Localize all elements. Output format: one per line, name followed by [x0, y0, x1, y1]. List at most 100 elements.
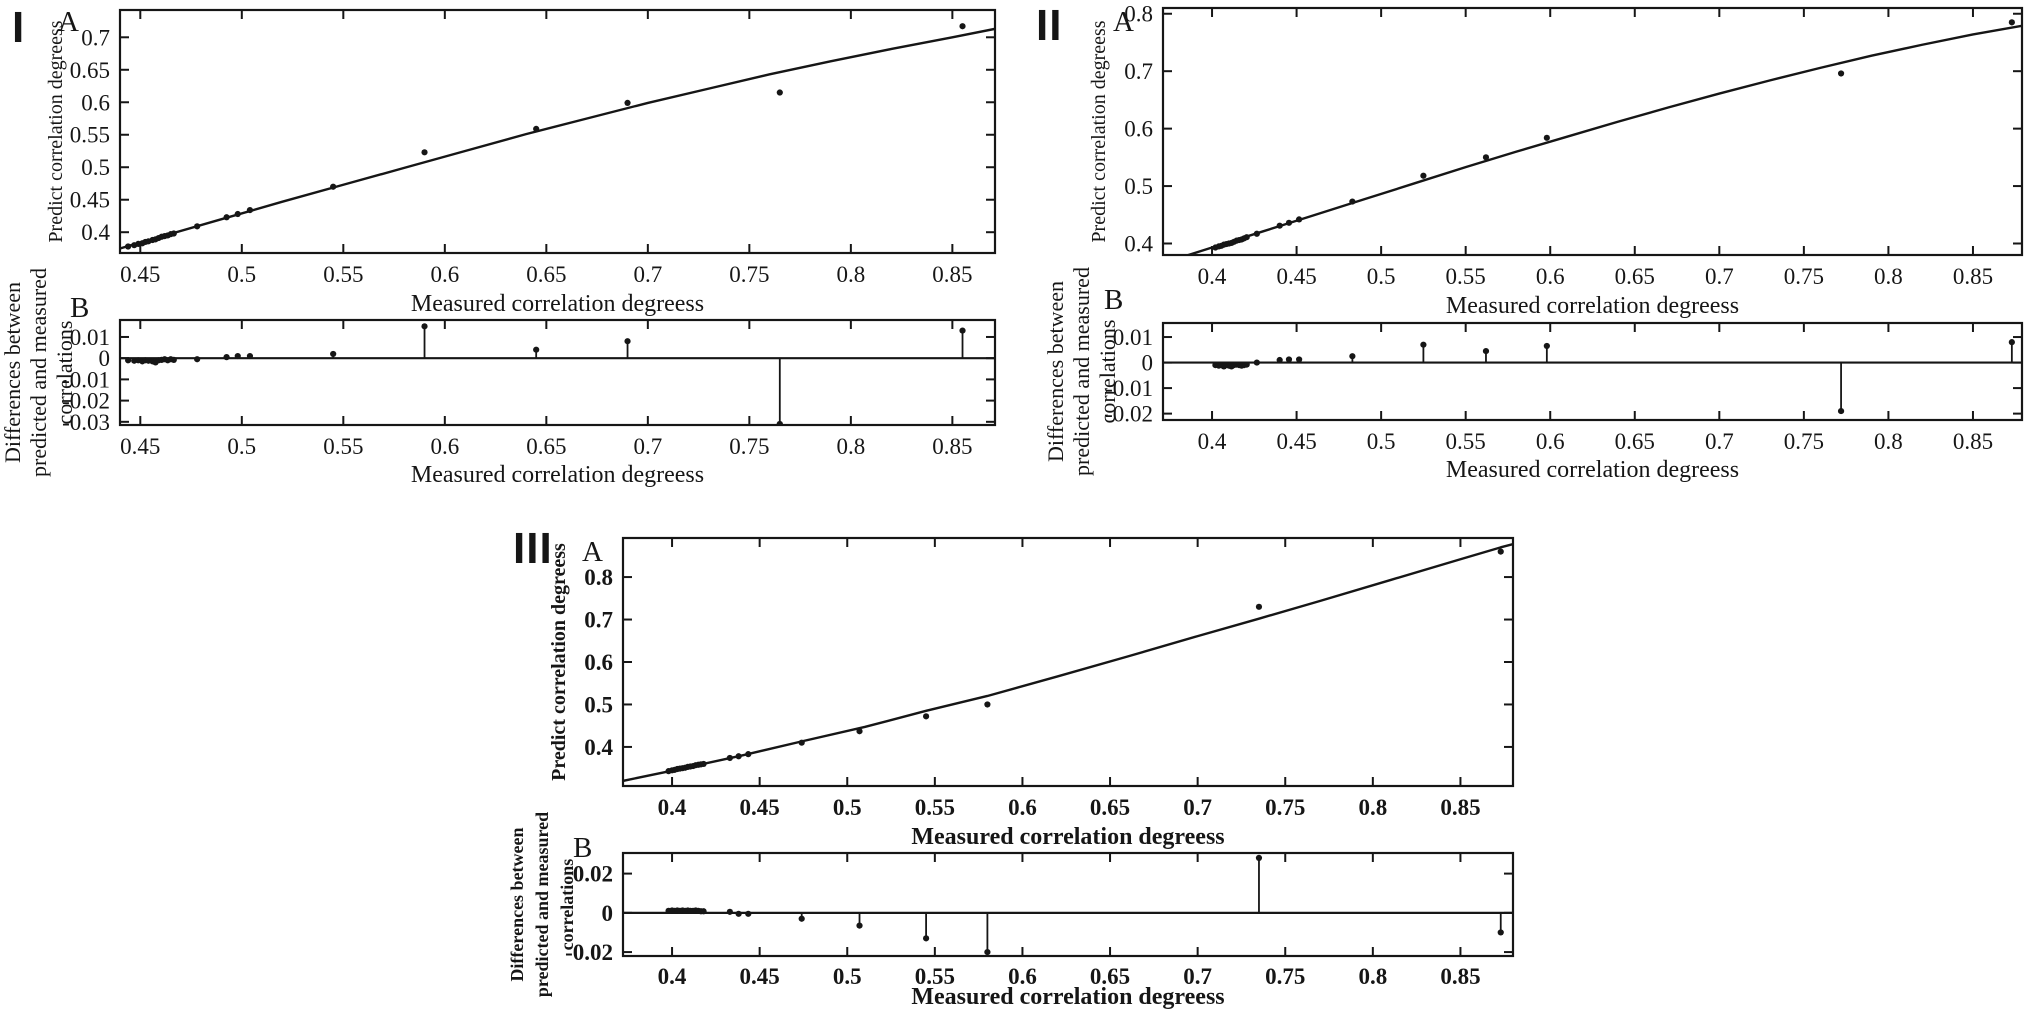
svg-text:correlations: correlations	[52, 321, 77, 425]
svg-text:-0.01: -0.01	[1105, 376, 1153, 401]
svg-text:0.55: 0.55	[323, 434, 363, 459]
svg-text:0.85: 0.85	[1440, 964, 1480, 989]
svg-text:0: 0	[99, 346, 111, 371]
svg-text:0.65: 0.65	[1615, 264, 1655, 289]
panel-III-sublabel-B: B	[573, 832, 593, 864]
svg-text:0.65: 0.65	[526, 434, 566, 459]
svg-text:0.85: 0.85	[1440, 795, 1480, 820]
panel-II-chart-A: 0.4 0.45 0.5 0.55 0.6 0.65 0.7 0.75 0.8 0.85 0.4 0.…	[1088, 2, 2024, 319]
svg-text:0.8: 0.8	[1358, 964, 1387, 989]
svg-text:0.45: 0.45	[120, 262, 160, 287]
svg-text:0.4: 0.4	[1198, 429, 1227, 454]
svg-text:0.7: 0.7	[1183, 795, 1212, 820]
panel-I-sublabel-B: B	[70, 292, 90, 324]
svg-text:0.8: 0.8	[1874, 429, 1903, 454]
svg-text:0.5: 0.5	[1367, 264, 1396, 289]
svg-text:0.75: 0.75	[1784, 429, 1824, 454]
svg-text:0.55: 0.55	[915, 795, 955, 820]
svg-text:0.6: 0.6	[430, 434, 459, 459]
svg-text:0.4: 0.4	[81, 220, 110, 245]
panel-I-chart-B: 0.45 0.5 0.55 0.6 0.65 0.7 0.75 0.8 0.850.010-0.…	[0, 268, 997, 488]
svg-text:0.7: 0.7	[1183, 964, 1212, 989]
svg-text:0.5: 0.5	[227, 434, 256, 459]
svg-text:Measured correlation degreess: Measured correlation degreess	[911, 824, 1224, 850]
svg-text:0.75: 0.75	[1265, 964, 1305, 989]
svg-text:-0.03: -0.03	[62, 410, 110, 435]
svg-text:0.7: 0.7	[633, 262, 662, 287]
svg-text:0.7: 0.7	[81, 25, 110, 50]
svg-text:Differences between: Differences between	[507, 827, 527, 981]
panel-II-sublabel-A: A	[1113, 6, 1134, 38]
svg-text:correlations: correlations	[557, 859, 577, 951]
panel-III-numeral: III	[513, 524, 553, 573]
svg-text:correlations: correlations	[1095, 320, 1120, 424]
svg-text:0.6: 0.6	[1008, 795, 1037, 820]
svg-text:0.6: 0.6	[1536, 429, 1565, 454]
svg-text:0.45: 0.45	[1276, 264, 1316, 289]
svg-text:Predict correlation degreess: Predict correlation degreess	[1088, 20, 1110, 242]
svg-text:0.01: 0.01	[70, 325, 110, 350]
panel-II-chart-B: 0.4 0.45 0.5 0.55 0.6 0.65 0.7 0.75 0.8 0.850.010…	[1043, 267, 2024, 483]
svg-text:0.4: 0.4	[1198, 264, 1227, 289]
svg-text:0.5: 0.5	[833, 795, 862, 820]
svg-text:0.6: 0.6	[430, 262, 459, 287]
svg-text:Differences between: Differences between	[0, 282, 25, 463]
svg-text:0.75: 0.75	[1784, 264, 1824, 289]
svg-text:0.4: 0.4	[1124, 232, 1153, 257]
svg-text:0.8: 0.8	[836, 434, 865, 459]
svg-text:0.6: 0.6	[81, 90, 110, 115]
svg-text:0.6: 0.6	[1008, 964, 1037, 989]
svg-text:Predict correlation degreess: Predict correlation degreess	[45, 20, 67, 242]
svg-text:0.01: 0.01	[1113, 325, 1153, 350]
svg-text:0.5: 0.5	[833, 964, 862, 989]
svg-text:0.7: 0.7	[633, 434, 662, 459]
svg-text:0.8: 0.8	[1358, 795, 1387, 820]
svg-text:0.4: 0.4	[658, 795, 687, 820]
svg-text:0.45: 0.45	[1276, 429, 1316, 454]
panel-I-sublabel-A: A	[58, 6, 79, 38]
svg-text:0.55: 0.55	[323, 262, 363, 287]
svg-text:Measured correlation degreess: Measured correlation degreess	[411, 462, 704, 488]
panel-II-sublabel-B: B	[1104, 284, 1124, 316]
svg-text:0.75: 0.75	[729, 262, 769, 287]
svg-text:0.85: 0.85	[932, 262, 972, 287]
svg-text:0: 0	[1142, 351, 1154, 376]
svg-text:0.7: 0.7	[1705, 264, 1734, 289]
svg-text:predicted and measured: predicted and measured	[532, 812, 552, 997]
svg-text:Differences between: Differences between	[1043, 281, 1068, 462]
svg-text:0.6: 0.6	[1124, 117, 1153, 142]
svg-text:0.85: 0.85	[1953, 264, 1993, 289]
svg-text:0.8: 0.8	[584, 565, 613, 590]
svg-text:0.65: 0.65	[1090, 795, 1130, 820]
panel-I-numeral: I	[12, 3, 26, 52]
svg-text:0.5: 0.5	[227, 262, 256, 287]
svg-text:0.75: 0.75	[1265, 795, 1305, 820]
svg-text:Measured correlation degreess: Measured correlation degreess	[1446, 293, 1739, 319]
svg-text:0.55: 0.55	[1446, 429, 1486, 454]
svg-text:0.5: 0.5	[1367, 429, 1396, 454]
svg-text:-0.02: -0.02	[565, 940, 613, 965]
svg-text:0: 0	[602, 901, 614, 926]
svg-text:0.45: 0.45	[740, 795, 780, 820]
svg-text:Measured correlation degreess: Measured correlation degreess	[911, 984, 1224, 1010]
svg-text:0.45: 0.45	[70, 188, 110, 213]
svg-text:Predict correlation degreess: Predict correlation degreess	[548, 543, 570, 781]
svg-text:0.5: 0.5	[584, 692, 613, 717]
svg-text:0.8: 0.8	[1124, 2, 1153, 27]
svg-text:0.5: 0.5	[81, 155, 110, 180]
svg-text:Measured correlation degreess: Measured correlation degreess	[1446, 457, 1739, 483]
svg-text:0.7: 0.7	[584, 608, 613, 633]
svg-text:0.7: 0.7	[1705, 429, 1734, 454]
svg-text:-0.01: -0.01	[62, 367, 110, 392]
svg-text:0.4: 0.4	[584, 735, 613, 760]
svg-text:0.45: 0.45	[740, 964, 780, 989]
panel-I-chart-A: 0.45 0.5 0.55 0.6 0.65 0.7 0.75 0.8 0.85 0.4 0.45 0…	[45, 8, 997, 317]
svg-text:0.45: 0.45	[120, 434, 160, 459]
svg-text:-0.02: -0.02	[1105, 402, 1153, 427]
svg-text:0.02: 0.02	[573, 862, 613, 887]
svg-text:0.65: 0.65	[70, 58, 110, 83]
svg-text:0.55: 0.55	[70, 123, 110, 148]
svg-text:0.8: 0.8	[1874, 264, 1903, 289]
svg-text:0.65: 0.65	[1090, 964, 1130, 989]
